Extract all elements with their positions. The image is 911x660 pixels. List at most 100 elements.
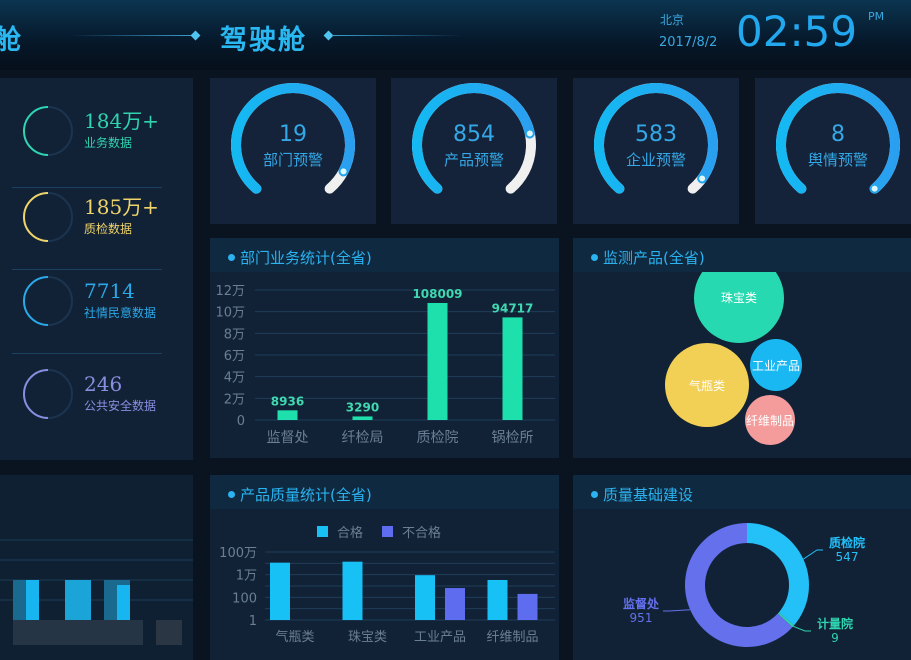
x-tick-label: 纤检局	[342, 430, 384, 446]
gauge-arc	[412, 83, 536, 194]
bar	[487, 579, 508, 620]
stat-label: 公共安全数据	[84, 399, 157, 413]
donut-slice[interactable]	[747, 523, 809, 626]
divider	[12, 269, 162, 270]
y-tick-label: 0	[237, 414, 245, 429]
legend-swatch[interactable]	[317, 526, 328, 537]
x-tick-label: 工业产品	[414, 630, 466, 645]
base-panel: 质量基础建设 质检院 547 计量院 9 监督处 951	[573, 475, 911, 660]
divider	[12, 187, 162, 188]
y-tick-label: 12万	[215, 284, 245, 299]
slice-name: 计量院	[817, 616, 853, 631]
gauge-arc	[231, 83, 355, 194]
x-tick-label: 气瓶类	[275, 629, 314, 645]
panel-header: 监测产品(全省)	[573, 238, 911, 272]
y-tick-label: 100	[232, 591, 257, 606]
bar	[517, 593, 538, 620]
bar	[415, 575, 435, 620]
slice-value: 547	[836, 550, 859, 564]
x-tick-label: 纤维制品	[486, 630, 538, 645]
gauge-knob	[339, 167, 348, 176]
bubble-label: 纤维制品	[746, 414, 794, 428]
bubble-label: 工业产品	[752, 359, 800, 373]
leader-line	[793, 625, 811, 632]
title-divider-right	[332, 35, 462, 36]
slice-value: 951	[630, 611, 653, 625]
x-tick-label: 监督处	[267, 430, 309, 446]
gauge-label: 舆情预警	[807, 151, 868, 169]
stat-value: 7714	[84, 279, 135, 303]
bar	[427, 302, 448, 420]
title-divider-left	[70, 35, 195, 36]
gauge-value: 583	[635, 122, 677, 147]
bar	[26, 580, 39, 620]
panel-title: 部门业务统计(全省)	[240, 249, 372, 267]
bubble-label: 气瓶类	[689, 378, 725, 393]
divider	[12, 353, 162, 354]
legend-label[interactable]: 不合格	[402, 525, 441, 541]
panel-title: 监测产品(全省)	[603, 249, 705, 267]
gauge-knob	[870, 184, 879, 193]
legend-swatch[interactable]	[382, 526, 393, 537]
bar	[13, 620, 143, 645]
gauge-fill	[776, 83, 900, 194]
slice-value: 9	[831, 631, 839, 645]
bar	[156, 620, 182, 645]
data-label: 108009	[412, 287, 462, 301]
stat-value: 184万+	[84, 109, 159, 133]
x-tick-label: 锅检所	[492, 430, 534, 446]
page-title: 驾驶舱	[220, 25, 307, 56]
panel-header: 部门业务统计(全省)	[210, 238, 559, 272]
gauge-value: 19	[279, 122, 307, 147]
gauge-card: 854 产品预警	[391, 78, 557, 224]
bubble[interactable]	[745, 395, 795, 445]
y-tick-label: 1万	[236, 569, 257, 584]
stats-panel: 184万+ 业务数据 185万+ 质检数据 7714 社情民意数据 246 公共安全数据	[0, 78, 193, 460]
gauge-arc	[594, 83, 718, 194]
monitor-panel: 珠宝类气瓶类 工业产品纤维制品 监测产品(全省)	[573, 238, 911, 458]
gauge-fill	[412, 83, 535, 194]
header: 舱 驾驶舱 北京 2017/8/2 02:59 PM	[0, 0, 911, 70]
ring-icon	[23, 276, 73, 326]
slice-name: 质检院	[829, 535, 865, 550]
bar	[445, 588, 465, 620]
panel-header: 产品质量统计(全省)	[210, 475, 559, 509]
bubble[interactable]	[694, 253, 784, 343]
slice-name: 监督处	[623, 596, 660, 611]
data-label: 3290	[346, 400, 379, 414]
gauge-value: 854	[453, 122, 495, 147]
dept-bar-chart: 0 2万 4万 6万 8万 10万 12万 8936 监督处 3290 纤检局 108009 质检院 94…	[215, 284, 555, 446]
gauge-knob	[698, 174, 707, 183]
leader-line	[803, 549, 823, 560]
panel-title: 质量基础建设	[603, 486, 694, 504]
gauge-value: 8	[831, 122, 845, 147]
bubble-label: 珠宝类	[721, 291, 757, 305]
bubble[interactable]	[665, 343, 749, 427]
bar	[270, 562, 290, 620]
city-label: 北京	[660, 13, 685, 27]
y-tick-label: 2万	[224, 392, 245, 407]
bar	[117, 585, 130, 620]
donut-slice[interactable]	[777, 612, 795, 628]
data-label: 94717	[492, 301, 534, 315]
panel-header: 质量基础建设	[573, 475, 911, 509]
stat-item: 185万+ 质检数据	[22, 191, 192, 251]
app-title-fragment: 舱	[0, 25, 21, 56]
gauge-label: 部门预警	[262, 151, 323, 169]
data-label: 8936	[271, 394, 304, 408]
legend-label[interactable]: 合格	[337, 525, 363, 541]
gauge-knob	[525, 129, 534, 138]
x-tick-label: 质检院	[417, 430, 459, 446]
gauge-card: 583 企业预警	[573, 78, 739, 224]
donut-slice[interactable]	[685, 523, 793, 647]
y-tick-label: 4万	[224, 371, 245, 386]
stat-value: 246	[84, 372, 123, 396]
ring-icon	[23, 106, 73, 156]
blurred-chart	[0, 539, 193, 645]
bubble[interactable]	[750, 339, 802, 391]
blurred-chart-panel	[0, 475, 193, 660]
clock-time: 02:59	[736, 7, 858, 56]
gauge-fill	[594, 83, 718, 194]
clock-ampm: PM	[868, 10, 885, 23]
